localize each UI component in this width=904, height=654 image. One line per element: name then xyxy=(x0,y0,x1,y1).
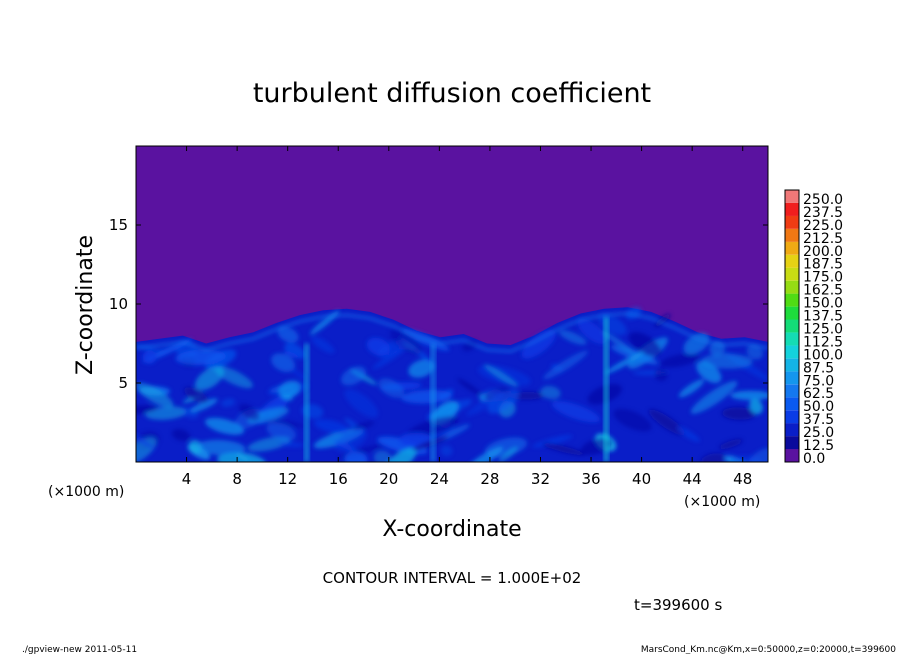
x-tick-label: 8 xyxy=(232,470,242,488)
colorbar-swatch xyxy=(785,345,799,359)
x-axis-label: X-coordinate xyxy=(382,517,521,542)
colorbar-swatch xyxy=(785,293,799,307)
x-tick-label: 24 xyxy=(430,470,449,488)
x-tick-label: 12 xyxy=(278,470,297,488)
colorbar-swatch xyxy=(785,384,799,398)
colorbar-swatch xyxy=(785,228,799,242)
colorbar-level-label: 187.5 xyxy=(803,257,843,273)
colorbar-level-label: 25.0 xyxy=(803,425,834,441)
x-scale-label-left: (×1000 m) xyxy=(48,484,124,500)
y-axis-ticks: 5 10 15 xyxy=(109,216,768,392)
y-axis-label: Z-coordinate xyxy=(73,235,98,375)
footer-right: MarsCond_Km.nc@Km,x=0:50000,z=0:20000,t=… xyxy=(641,645,896,654)
footer-left: ./gpview-new 2011-05-11 xyxy=(22,645,137,654)
x-tick-label: 44 xyxy=(683,470,702,488)
colorbar-swatch xyxy=(785,436,799,450)
x-tick-label: 28 xyxy=(480,470,499,488)
colorbar-swatch xyxy=(785,449,799,462)
colorbar-level-label: 75.0 xyxy=(803,373,834,389)
colorbar-swatch xyxy=(785,332,799,346)
colorbar-swatch xyxy=(785,319,799,333)
x-scale-label-right: (×1000 m) xyxy=(684,494,760,510)
colorbar-level-label: 112.5 xyxy=(803,334,843,350)
turbulence-field xyxy=(136,307,768,462)
colorbar-swatch xyxy=(785,410,799,424)
colorbar-level-label: 250.0 xyxy=(803,192,843,208)
colorbar-level-label: 0.0 xyxy=(803,451,825,467)
plot-area xyxy=(135,145,769,463)
colorbar-swatch xyxy=(785,241,799,255)
colorbar-frame xyxy=(784,189,800,463)
colorbar-level-label: 37.5 xyxy=(803,412,834,428)
colorbar-level-label: 100.0 xyxy=(803,347,843,363)
x-tick-label: 36 xyxy=(581,470,600,488)
colorbar-level-label: 62.5 xyxy=(803,386,834,402)
y-tick-label: 15 xyxy=(109,216,128,234)
contour-interval-text: CONTOUR INTERVAL = 1.000E+02 xyxy=(323,569,582,587)
x-tick-label: 20 xyxy=(379,470,398,488)
colorbar-level-label: 212.5 xyxy=(803,231,843,247)
colorbar-swatch xyxy=(785,423,799,437)
layer-edge xyxy=(136,311,768,353)
colorbar-level-label: 237.5 xyxy=(803,205,843,221)
colorbar-level-label: 225.0 xyxy=(803,218,843,234)
turbulence-texture xyxy=(136,307,768,462)
colorbar-swatch xyxy=(785,371,799,385)
colorbar-level-label: 12.5 xyxy=(803,438,834,454)
colorbar-swatch xyxy=(785,190,799,203)
colorbar-swatch xyxy=(785,280,799,294)
colorbar-level-label: 137.5 xyxy=(803,309,843,325)
colorbar-level-label: 162.5 xyxy=(803,283,843,299)
y-tick-label: 5 xyxy=(118,374,128,392)
colorbar-level-label: 87.5 xyxy=(803,360,834,376)
chart-title: turbulent diffusion coefficient xyxy=(253,78,651,109)
colorbar-swatch xyxy=(785,306,799,320)
colorbar: 0.012.525.037.550.062.575.087.5100.0112.… xyxy=(784,189,843,467)
colorbar-swatch xyxy=(785,358,799,372)
colorbar-swatch xyxy=(785,215,799,229)
x-tick-label: 32 xyxy=(531,470,550,488)
colorbar-swatch xyxy=(785,203,799,216)
plume xyxy=(430,343,436,462)
colorbar-swatch xyxy=(785,267,799,281)
colorbar-level-label: 150.0 xyxy=(803,296,843,312)
colorbar-level-label: 50.0 xyxy=(803,399,834,415)
colorbar-level-label: 125.0 xyxy=(803,322,843,338)
colorbar-level-label: 200.0 xyxy=(803,244,843,260)
y-tick-label: 10 xyxy=(109,295,128,313)
colorbar-level-label: 175.0 xyxy=(803,270,843,286)
x-tick-label: 4 xyxy=(182,470,192,488)
x-tick-label: 40 xyxy=(632,470,651,488)
plume xyxy=(603,316,610,462)
time-label: t=399600 s xyxy=(634,596,722,614)
colorbar-swatch xyxy=(785,397,799,411)
plume xyxy=(303,343,310,462)
x-axis-ticks: 4 8 12 16 20 24 28 32 36 40 44 48 xyxy=(182,146,752,488)
x-tick-label: 48 xyxy=(733,470,752,488)
colorbar-swatch xyxy=(785,254,799,268)
x-tick-label: 16 xyxy=(329,470,348,488)
